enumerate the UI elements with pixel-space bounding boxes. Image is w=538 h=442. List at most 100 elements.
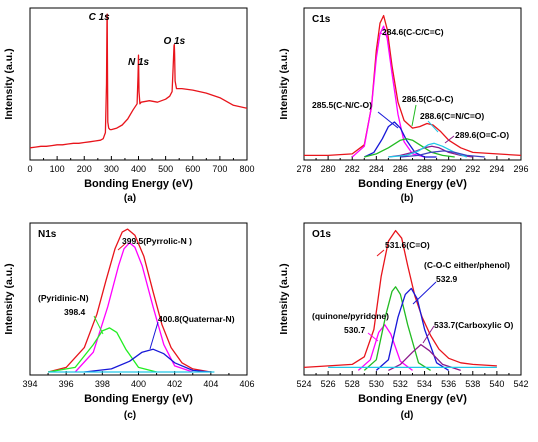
- annotation-leader: [444, 135, 455, 144]
- panel-c: 394 396 398 400 402 404 406 Bonding Energy (eV)…: [3, 222, 255, 421]
- panel-b: 278 280 282 284 286 288 290 292 294 296 Bonding En…: [278, 7, 529, 204]
- x-tick-label: 406: [239, 379, 254, 389]
- x-tick-label: 294: [489, 164, 504, 174]
- series-line-5: [388, 142, 468, 158]
- x-tick-label: 286: [393, 164, 408, 174]
- panel-label: (b): [401, 193, 414, 204]
- annotation-leader: [117, 242, 127, 251]
- annotation-leader: [379, 32, 389, 37]
- series-line-2: [47, 327, 157, 373]
- series-line-1: [357, 324, 413, 371]
- annotation-label: 531.6(C=O): [385, 240, 430, 250]
- y-axis-label: Intensity (a.u.): [278, 48, 290, 119]
- x-tick-label: 280: [321, 164, 336, 174]
- annotation-leader: [422, 325, 435, 344]
- panel-title: O1s: [312, 229, 331, 240]
- annotation-label: 286.5(C-O-C): [402, 94, 454, 104]
- annotation-label: 399.5(Pyrrolic-N ): [122, 236, 192, 246]
- series-group: [304, 14, 521, 158]
- panel-label: (c): [124, 410, 136, 421]
- series-line-1: [351, 25, 425, 158]
- x-tick-label: 200: [77, 164, 92, 174]
- x-tick-label: 278: [296, 164, 311, 174]
- panel-title: C1s: [312, 14, 331, 25]
- x-tick-label: 540: [489, 379, 504, 389]
- annotation-label: (Pyridinic-N): [38, 293, 89, 303]
- y-axis-label: Intensity (a.u.): [278, 263, 290, 334]
- x-tick-label: 396: [59, 379, 74, 389]
- x-tick-label: 536: [441, 379, 456, 389]
- annotation-label: 289.6(O=C-O): [455, 130, 509, 140]
- panel-label: (a): [124, 193, 136, 204]
- x-tick-label: 290: [441, 164, 456, 174]
- peak-label: O 1s: [163, 36, 185, 47]
- x-tick-label: 300: [104, 164, 119, 174]
- series-line-4: [388, 343, 461, 372]
- x-tick-label: 534: [417, 379, 432, 389]
- x-tick-label: 402: [167, 379, 182, 389]
- x-tick-label: 100: [50, 164, 65, 174]
- annotation-label: 285.5(C-N/C-O): [312, 100, 372, 110]
- x-tick-label: 538: [465, 379, 480, 389]
- x-tick-label: 292: [465, 164, 480, 174]
- x-tick-label: 600: [185, 164, 200, 174]
- x-tick-label: 400: [131, 379, 146, 389]
- annotation-leader: [93, 315, 104, 335]
- x-tick-label: 800: [239, 164, 254, 174]
- annotation-leader: [412, 281, 437, 305]
- series-line-0: [30, 13, 247, 149]
- annotation-label: 530.7: [344, 325, 366, 335]
- x-tick-label: 528: [345, 379, 360, 389]
- y-axis-label: Intensity (a.u.): [3, 48, 15, 119]
- panel-label: (d): [401, 410, 414, 421]
- annotation-label: 400.8(Quaternar-N): [158, 314, 235, 324]
- annotation-label: 532.9: [436, 274, 458, 284]
- series-group: [30, 13, 247, 149]
- annotation-label: 288.6(C=N/C=O): [420, 111, 484, 121]
- panel-d: 524 526 528 530 532 534 536 538 540 542 Bonding En…: [278, 222, 529, 421]
- annotation-leader: [367, 332, 379, 342]
- series-group: [47, 228, 215, 373]
- x-tick-label: 524: [296, 379, 311, 389]
- peak-label: N 1s: [128, 57, 150, 68]
- annotation-leader: [377, 111, 399, 129]
- series-line-4: [388, 145, 473, 158]
- x-tick-label: 288: [417, 164, 432, 174]
- series-line-3: [375, 287, 450, 371]
- annotation-label: 398.4: [64, 307, 86, 317]
- peak-label: C 1s: [89, 12, 111, 23]
- series-line-0: [47, 228, 211, 373]
- series-line-3: [364, 138, 455, 158]
- annotation-leader: [427, 120, 439, 133]
- x-tick-label: 282: [345, 164, 360, 174]
- series-group: [304, 229, 497, 372]
- panel-a: 0 100 200 300 400 500 600 700 800 Bonding Energy …: [3, 7, 255, 204]
- x-tick-label: 404: [203, 379, 218, 389]
- x-tick-label: 394: [22, 379, 37, 389]
- annotation-leader: [411, 104, 417, 127]
- x-tick-label: 532: [393, 379, 408, 389]
- series-line-6: [400, 150, 485, 158]
- x-tick-label: 296: [513, 164, 528, 174]
- y-axis-label: Intensity (a.u.): [3, 263, 15, 334]
- series-line-1: [74, 242, 194, 373]
- x-tick-label: 284: [369, 164, 384, 174]
- series-line-0: [304, 229, 497, 369]
- x-tick-label: 700: [212, 164, 227, 174]
- annotation-label: 284.6(C-C/C=C): [382, 27, 444, 37]
- x-axis-label: Bonding Energy (eV): [84, 178, 193, 190]
- x-tick-label: 500: [158, 164, 173, 174]
- x-tick-label: 526: [321, 379, 336, 389]
- annotation-label: 533.7(Carboxylic O): [434, 320, 514, 330]
- x-axis-label: Bonding Energy (eV): [84, 393, 193, 405]
- annotation-leader: [149, 321, 159, 350]
- annotation-label: (quinone/pyridone): [312, 311, 389, 321]
- series-line-3: [84, 348, 211, 373]
- annotation-label: (C-O-C either/phenol): [424, 260, 510, 270]
- panel-title: N1s: [38, 229, 57, 240]
- x-tick-label: 530: [369, 379, 384, 389]
- x-axis-label: Bonding Energy (eV): [358, 178, 467, 190]
- x-tick-label: 400: [131, 164, 146, 174]
- annotation-leader: [376, 249, 385, 257]
